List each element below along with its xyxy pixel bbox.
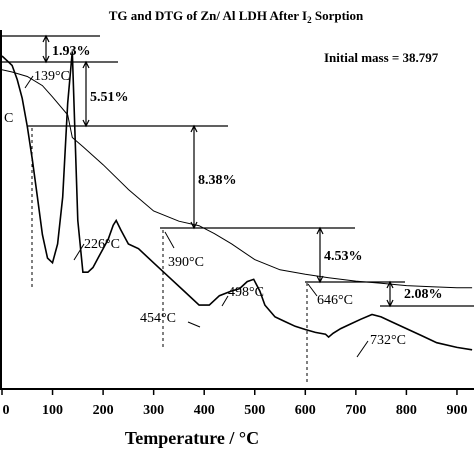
chart-title: TG and DTG of Zn/ Al LDH After I2 Sorpti… [109, 8, 364, 25]
peak-label-390: 390°C [168, 255, 204, 270]
loss-arrow-0-head-top [42, 34, 50, 43]
leader-646 [307, 283, 318, 297]
x-axis-label: Temperature / °C [125, 428, 259, 448]
x-tick-label-100: 100 [42, 403, 63, 418]
peak-label-226: 226°C [84, 237, 120, 252]
x-tick-label-300: 300 [143, 403, 164, 418]
loss-arrow-2-head-bottom [190, 221, 198, 230]
x-tick-label-800: 800 [396, 403, 417, 418]
leader-498 [221, 295, 229, 307]
x-tick-label-900: 900 [446, 403, 467, 418]
chart-title-suffix: Sorption [312, 8, 364, 23]
loss-label-3: 4.53% [324, 249, 363, 264]
tg-curve [1, 69, 473, 289]
peak-label-139: 139°C [34, 69, 70, 84]
loss-arrow-2-head-top [190, 124, 198, 133]
x-tick-label-200: 200 [93, 403, 114, 418]
x-tick-label-600: 600 [295, 403, 316, 418]
leader-390 [164, 231, 175, 249]
loss-label-1: 5.51% [90, 90, 129, 105]
peak-label-498: 498°C [228, 285, 264, 300]
leader-139 [24, 75, 34, 89]
peak-label-646: 646°C [317, 293, 353, 308]
peak-label-732: 732°C [370, 333, 406, 348]
x-tick-label-700: 700 [345, 403, 366, 418]
initial-mass-label: Initial mass = 38.797 [324, 50, 439, 65]
x-tick-label-0: 0 [3, 403, 10, 418]
loss-arrow-3-head-bottom [316, 275, 324, 284]
dtg-curve [1, 51, 473, 351]
loss-arrow-1-head-top [82, 60, 90, 69]
loss-label-0: 1.93% [52, 44, 91, 59]
loss-arrow-4-head-bottom [386, 299, 394, 308]
leader-732 [356, 340, 369, 358]
x-tick-label-400: 400 [194, 403, 215, 418]
leader-454 [187, 321, 201, 328]
loss-label-2: 8.38% [198, 173, 237, 188]
chart-title-subscript: 2 [307, 15, 312, 25]
leader-226 [73, 243, 85, 261]
loss-arrow-0-head-bottom [42, 55, 50, 64]
peak-label-clipped: C [4, 111, 13, 126]
loss-arrow-3-head-top [316, 226, 324, 235]
loss-arrow-1-head-bottom [82, 119, 90, 128]
x-tick-label-500: 500 [244, 403, 265, 418]
loss-arrow-4-head-top [386, 280, 394, 289]
loss-label-4: 2.08% [404, 287, 443, 302]
peak-label-454: 454°C [140, 311, 176, 326]
